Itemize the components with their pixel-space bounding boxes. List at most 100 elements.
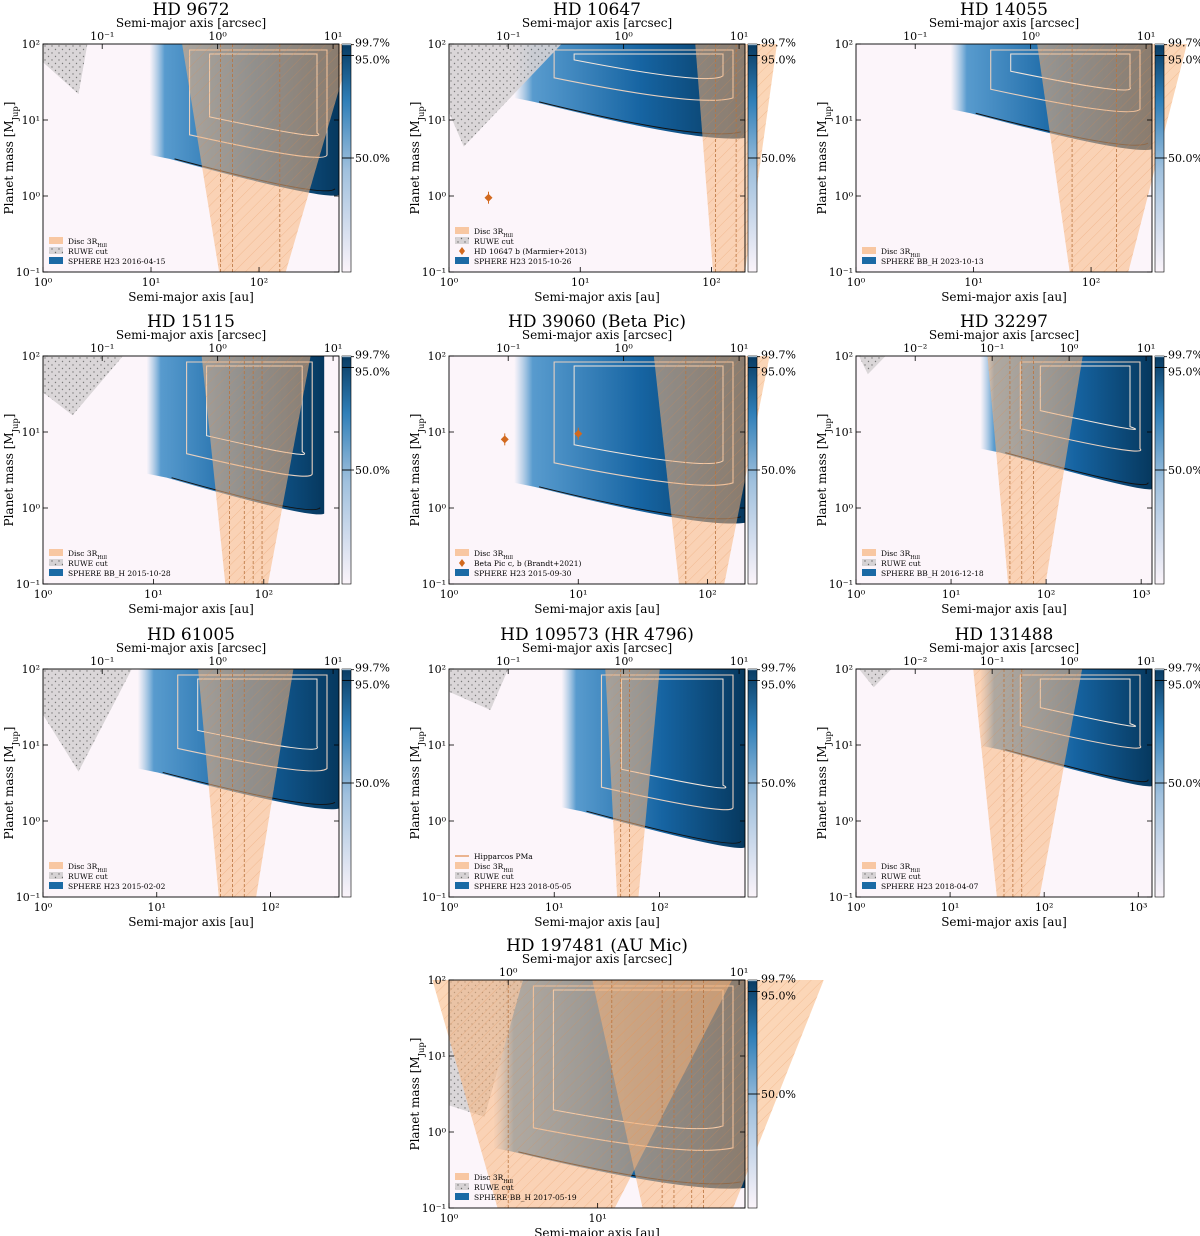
legend-swatch <box>455 872 469 879</box>
legend-label: SPHERE H23 2016-04-15 <box>68 257 166 266</box>
disc-hill-hatch <box>973 669 1083 897</box>
x-tick-label: 10² <box>650 901 668 914</box>
legend-swatch <box>49 247 63 254</box>
colorbar: 99.7% 95.0% 50.0% <box>747 662 796 898</box>
colorbar-tick-label: 99.7% <box>761 973 796 986</box>
y-tick-label: 10⁻¹ <box>16 891 40 904</box>
top-x-tick-label: 10⁰ <box>614 655 633 668</box>
top-x-tick-label: 10⁻¹ <box>496 30 520 43</box>
chart-title: HD 197481 (AU Mic) <box>506 936 688 956</box>
colorbar-tick-label: 50.0% <box>761 464 796 477</box>
chart-title: HD 9672 <box>152 0 229 20</box>
legend-swatch <box>49 569 63 576</box>
legend-label: SPHERE H23 2018-05-05 <box>474 882 572 891</box>
x-tick-label: 10¹ <box>941 901 959 914</box>
legend-swatch <box>459 559 465 567</box>
y-tick-label: 10⁰ <box>428 815 447 828</box>
legend-swatch <box>49 862 63 869</box>
chart-title: HD 131488 <box>955 625 1054 645</box>
x-axis-label: Semi-major axis [au] <box>534 915 660 929</box>
y-tick-label: 10¹ <box>22 114 40 127</box>
y-tick-label: 10² <box>835 350 853 363</box>
chart-title: HD 109573 (HR 4796) <box>500 625 694 645</box>
x-tick-label: 10² <box>261 901 279 914</box>
top-x-tick-label: 10⁻¹ <box>90 342 114 355</box>
y-tick-label: 10⁰ <box>428 502 447 515</box>
legend-entry: SPHERE H23 2016-04-15 <box>49 257 166 266</box>
colorbar-tick-label: 95.0% <box>355 53 390 66</box>
y-axis-label: Planet mass [MJup] <box>408 414 426 527</box>
y-tick-label: 10⁻¹ <box>829 578 853 591</box>
contour-95 <box>162 771 336 805</box>
legend-entry: Disc 3RHill <box>862 247 920 259</box>
top-x-axis-label: Semi-major axis [arcsec] <box>522 16 672 30</box>
legend-entry: SPHERE BB_H 2016-12-18 <box>862 569 984 578</box>
colorbar: 99.7% 95.0% 50.0% <box>747 973 796 1209</box>
legend-entry: RUWE cut <box>49 559 108 568</box>
colorbar-tick-label: 95.0% <box>355 678 390 691</box>
legend-swatch <box>49 257 63 264</box>
y-axis-label: Planet mass [MJup] <box>815 727 833 840</box>
y-tick-label: 10² <box>428 663 446 676</box>
legend-label: SPHERE BB_H 2015-10-28 <box>68 569 171 578</box>
top-x-tick-label: 10⁻¹ <box>980 655 1004 668</box>
x-tick-label: 10¹ <box>942 588 960 601</box>
legend-entry: Disc 3RHill <box>49 862 107 874</box>
planet-marker <box>574 429 583 438</box>
y-tick-label: 10⁰ <box>428 190 447 203</box>
legend-swatch <box>455 237 469 244</box>
legend-entry: Disc 3RHill <box>455 1173 513 1185</box>
axes-frame <box>448 979 746 1209</box>
top-x-tick-label: 10¹ <box>730 655 748 668</box>
ruwe-cut-region <box>43 44 88 95</box>
x-tick-label: 10² <box>702 276 720 289</box>
legend-entry: RUWE cut <box>455 237 514 246</box>
legend-swatch <box>455 569 469 576</box>
x-axis-label: Semi-major axis [au] <box>534 602 660 616</box>
top-x-tick-label: 10¹ <box>1137 655 1155 668</box>
colorbar-tick-label: 99.7% <box>355 349 390 362</box>
colorbar-tick-label: 95.0% <box>761 53 796 66</box>
legend-entry: Disc 3RHill <box>455 227 513 239</box>
legend-label: Disc 3RHill <box>68 237 107 249</box>
chart-title: HD 61005 <box>147 625 235 645</box>
colorbar: 99.7% 95.0% 50.0% <box>747 349 796 585</box>
colorbar: 99.7% 95.0% 50.0% <box>341 662 390 898</box>
x-tick-label: 10¹ <box>545 901 563 914</box>
chart-title: HD 32297 <box>960 312 1048 332</box>
top-x-axis-label: Semi-major axis [arcsec] <box>116 328 266 342</box>
legend-swatch <box>49 559 63 566</box>
legend-label: Hipparcos PMa <box>474 852 533 861</box>
top-x-axis-label: Semi-major axis [arcsec] <box>116 641 266 655</box>
legend-swatch <box>455 549 469 556</box>
axes-frame <box>855 668 1153 898</box>
legend-entry: Disc 3RHill <box>49 549 107 561</box>
legend-label: SPHERE H23 2018-04-07 <box>881 882 979 891</box>
top-x-tick-label: 10¹ <box>1137 30 1155 43</box>
colorbar-tick-label: 95.0% <box>355 365 390 378</box>
legend-entry: SPHERE BB_H 2015-10-28 <box>49 569 171 578</box>
legend-swatch <box>49 237 63 244</box>
x-tick-label: 10² <box>255 588 273 601</box>
y-tick-label: 10⁰ <box>22 190 41 203</box>
colorbar: 99.7% 95.0% 50.0% <box>1154 349 1200 585</box>
top-x-tick-label: 10⁰ <box>208 30 227 43</box>
chart-title: HD 14055 <box>960 0 1048 20</box>
colorbar-tick-label: 95.0% <box>1168 53 1200 66</box>
y-tick-label: 10¹ <box>835 426 853 439</box>
colorbar-tick-label: 50.0% <box>761 1088 796 1101</box>
legend-swatch <box>455 882 469 889</box>
legend-label: Disc 3RHill <box>68 549 107 561</box>
y-tick-label: 10² <box>835 38 853 51</box>
colorbar-tick-label: 50.0% <box>1168 777 1200 790</box>
x-tick-label: 10² <box>698 588 716 601</box>
y-tick-label: 10⁰ <box>22 502 41 515</box>
x-tick-label: 10⁰ <box>34 588 53 601</box>
y-axis-label: Planet mass [MJup] <box>2 414 20 527</box>
axes-frame <box>42 43 340 273</box>
